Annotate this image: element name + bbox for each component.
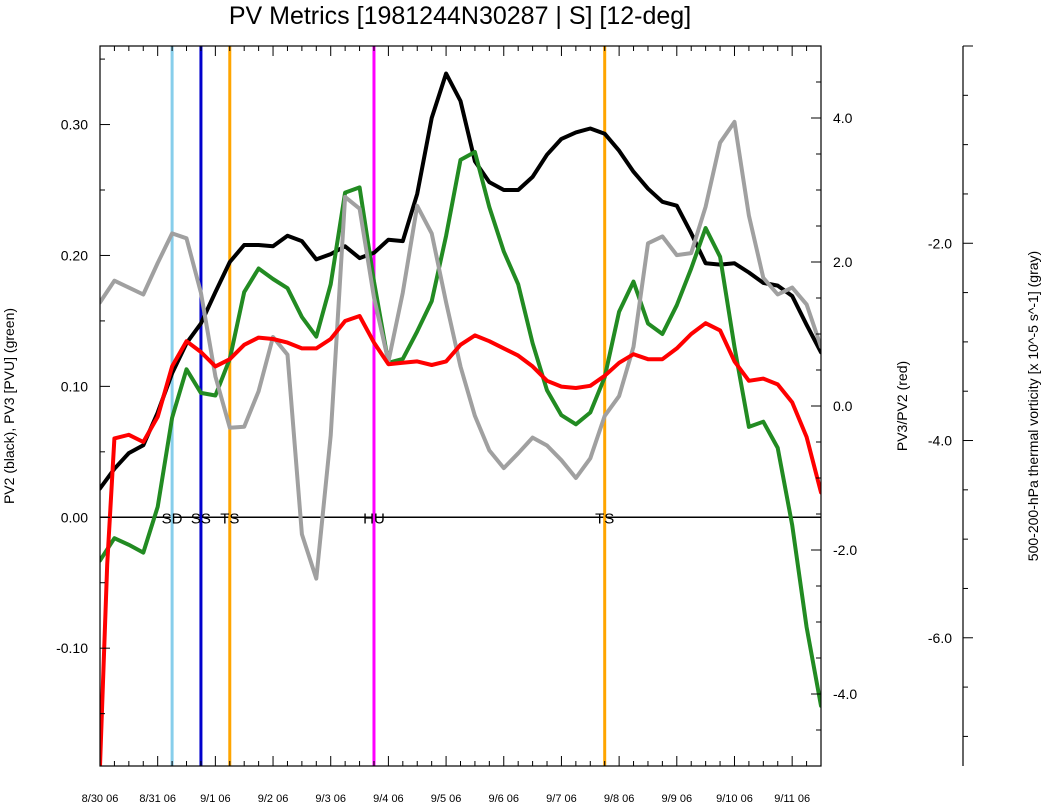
chart-title: PV Metrics [1981244N30287 | S] [12-deg]: [229, 2, 691, 30]
event-label-hu: HU: [363, 510, 385, 527]
right-tick-label: 0.0: [833, 398, 853, 414]
series-line-black: [100, 71, 821, 491]
event-label-ts: TS: [595, 510, 614, 527]
x-tick-label: 9/8 06: [604, 793, 635, 805]
left-tick-label: 0.00: [61, 509, 88, 525]
x-tick-label: 9/6 06: [488, 793, 519, 805]
series-line-gray: [100, 119, 821, 581]
right-tick-label: 4.0: [833, 110, 853, 126]
left-tick-label: 0.20: [61, 247, 88, 263]
right-tick-label: 2.0: [833, 254, 853, 270]
event-label-ss: SS: [191, 510, 211, 527]
far-right-axis: -2.0 -4.0 -6.0: [928, 45, 973, 766]
far-right-axis-label: 500-200-hPa thermal vorticity [x 10^-5 s…: [1025, 251, 1041, 561]
plot-area: SD SS TS HU TS: [99, 45, 822, 767]
right-tick-label: -4.0: [833, 686, 857, 702]
series-line-red: [100, 314, 821, 766]
x-tick-label: 9/10 06: [716, 793, 753, 805]
x-tick-label: 8/30 06: [82, 793, 119, 805]
x-tick-label: 9/1 06: [200, 793, 231, 805]
x-tick-label: 9/2 06: [258, 793, 289, 805]
x-tick-label: 9/11 06: [774, 793, 810, 805]
left-tick-label: -0.10: [56, 640, 88, 656]
left-axis: 0.30 0.20 0.10 0.00 -0.10: [56, 58, 110, 715]
event-lines: [170, 46, 607, 766]
left-tick-label: 0.10: [61, 378, 88, 394]
right-axis: 4.0 2.0 0.0 -2.0 -4.0: [811, 45, 857, 767]
x-tick-label: 9/3 06: [315, 793, 346, 805]
plot-frame: [99, 45, 822, 767]
right-axis-label: PV3/PV2 (red): [894, 361, 910, 451]
x-tick-label: 8/31 06: [139, 793, 176, 805]
series-lines: [100, 71, 821, 766]
x-tick-label: 9/4 06: [373, 793, 404, 805]
left-tick-label: 0.30: [61, 117, 88, 133]
series-line-green: [100, 150, 821, 708]
x-tick-label: 9/7 06: [546, 793, 577, 805]
event-label-sd: SD: [162, 510, 183, 527]
event-labels: SD SS TS HU TS: [162, 510, 615, 527]
far-right-tick-label: -6.0: [928, 630, 952, 646]
far-right-tick-label: -2.0: [928, 235, 952, 251]
right-tick-label: -2.0: [833, 542, 857, 558]
x-tick-label: 9/9 06: [662, 793, 693, 805]
x-tick-label: 9/5 06: [431, 793, 462, 805]
x-axis: 8/30 06 8/31 06 9/1 06 9/2 06 9/3 06 9/4 06 9/…: [82, 46, 822, 805]
left-axis-label: PV2 (black), PV3 [PVU] (green): [1, 308, 17, 504]
event-label-ts: TS: [220, 510, 239, 527]
far-right-tick-label: -4.0: [928, 433, 952, 449]
